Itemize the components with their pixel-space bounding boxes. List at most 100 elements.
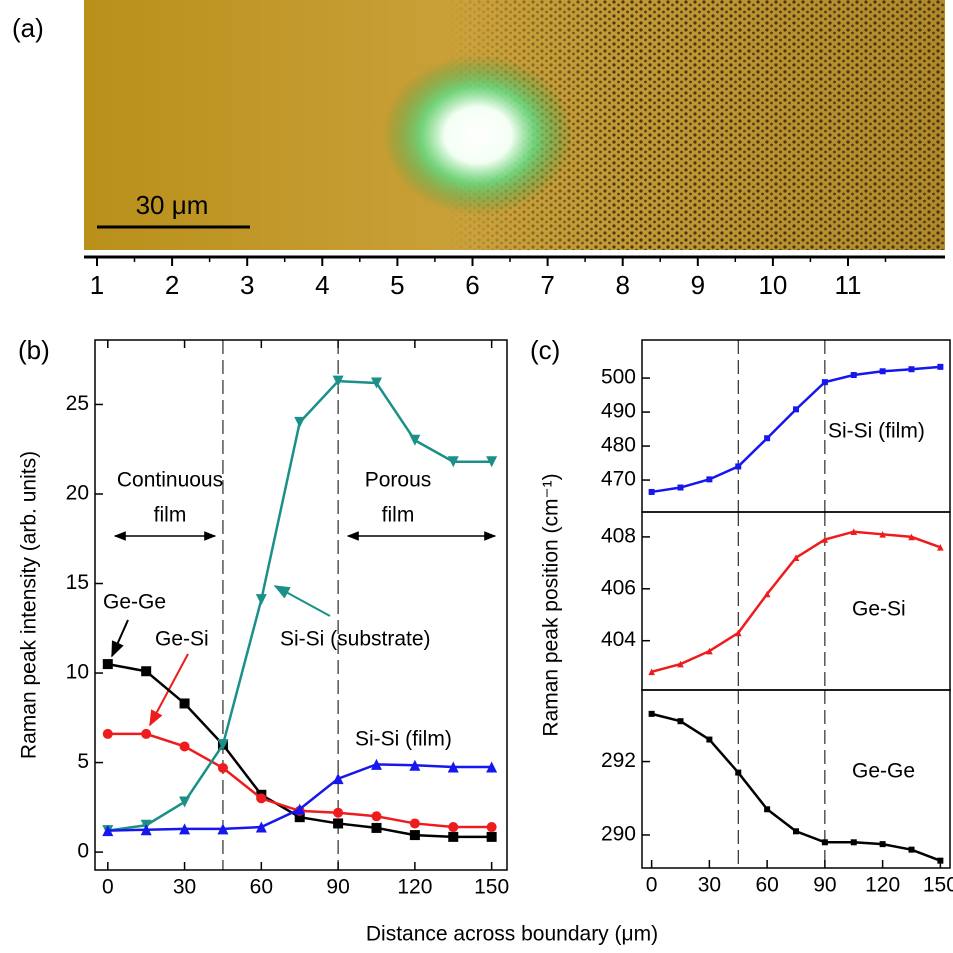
marker	[735, 463, 741, 469]
annotation: film	[382, 504, 415, 527]
marker	[706, 476, 712, 482]
x-tick-label: 60	[755, 874, 778, 897]
marker	[487, 822, 497, 832]
y-tick-label: 480	[601, 434, 636, 457]
annotation: Porous	[365, 469, 432, 492]
ruler-label: 4	[315, 270, 329, 300]
marker	[371, 811, 381, 821]
marker	[851, 372, 857, 378]
x-tick-label: 120	[865, 874, 900, 897]
x-tick-label: 30	[698, 874, 721, 897]
y-tick-label: 408	[601, 524, 636, 547]
series-label: Si-Si (film)	[355, 728, 452, 751]
x-tick-label: 150	[474, 876, 509, 899]
series-label: Si-Si (substrate)	[280, 628, 431, 651]
marker	[103, 659, 113, 669]
marker	[180, 741, 190, 751]
marker	[937, 364, 943, 370]
x-axis-label: Distance across boundary (μm)	[366, 923, 658, 946]
micrograph	[84, 0, 945, 250]
marker	[909, 847, 915, 853]
marker	[141, 666, 151, 676]
marker	[735, 770, 741, 776]
series-label: Ge-Si	[155, 628, 209, 651]
marker	[371, 823, 381, 833]
x-tick-label: 90	[813, 874, 836, 897]
marker	[180, 698, 190, 708]
x-tick-label: 60	[250, 876, 273, 899]
marker	[410, 818, 420, 828]
marker	[294, 417, 305, 428]
marker	[448, 832, 458, 842]
marker	[851, 839, 857, 845]
ruler-label: 1	[90, 270, 104, 300]
y-tick-label: 20	[66, 482, 89, 505]
y-tick-label: 0	[77, 840, 89, 863]
marker	[822, 379, 828, 385]
marker	[764, 435, 770, 441]
marker	[218, 763, 228, 773]
marker	[410, 830, 420, 840]
y-tick-label: 10	[66, 661, 89, 684]
ruler-label: 8	[615, 270, 629, 300]
x-tick-label: 120	[397, 876, 432, 899]
marker	[179, 796, 190, 807]
marker	[793, 828, 799, 834]
y-axis-label: Raman peak intensity (arb. units)	[18, 451, 41, 759]
scale-bar-label: 30 μm	[136, 190, 209, 220]
x-tick-label: 30	[173, 876, 196, 899]
marker	[678, 718, 684, 724]
x-tick-label: 90	[326, 876, 349, 899]
y-axis-label: Raman peak position (cm⁻¹)	[540, 473, 563, 736]
ruler-label: 11	[835, 270, 862, 300]
marker	[487, 832, 497, 842]
y-tick-label: 404	[601, 628, 636, 651]
y-tick-label: 25	[66, 392, 89, 415]
y-tick-label: 290	[601, 823, 636, 846]
x-tick-label: 0	[102, 876, 114, 899]
marker	[649, 489, 655, 495]
ruler-label: 10	[758, 270, 787, 300]
series-label: Ge-Ge	[103, 591, 166, 614]
figure: (a) (b) (c) 30 μm Distance across bounda…	[0, 0, 953, 953]
marker	[103, 729, 113, 739]
ruler-label: 6	[465, 270, 479, 300]
annotation: film	[154, 504, 187, 527]
series-label: Si-Si (film)	[828, 420, 925, 443]
series-line	[652, 714, 941, 861]
y-tick-label: 490	[601, 400, 636, 423]
y-tick-label: 5	[77, 750, 89, 773]
x-tick-label: 0	[646, 874, 658, 897]
marker	[822, 839, 828, 845]
marker	[256, 594, 267, 605]
marker	[909, 366, 915, 372]
annotation: Continuous	[117, 469, 223, 492]
panel-label: (c)	[530, 335, 560, 365]
marker	[793, 406, 799, 412]
marker	[448, 822, 458, 832]
ruler-label: 9	[691, 270, 705, 300]
x-tick-label: 150	[923, 874, 953, 897]
marker	[880, 841, 886, 847]
marker	[409, 435, 420, 446]
series-label: Ge-Ge	[852, 760, 915, 783]
y-tick-label: 15	[66, 571, 89, 594]
marker	[937, 858, 943, 864]
series-label: Ge-Si	[852, 598, 906, 621]
ruler-label: 7	[540, 270, 554, 300]
marker	[333, 818, 343, 828]
ruler-label: 2	[165, 270, 179, 300]
ruler-label: 3	[240, 270, 254, 300]
y-tick-label: 470	[601, 468, 636, 491]
marker	[678, 485, 684, 491]
marker	[880, 368, 886, 374]
y-tick-label: 500	[601, 366, 636, 389]
y-tick-label: 292	[601, 749, 636, 772]
marker	[333, 808, 343, 818]
panel-label: (a)	[12, 13, 44, 43]
panel-label: (b)	[18, 335, 50, 365]
marker	[649, 711, 655, 717]
marker	[706, 737, 712, 743]
y-tick-label: 406	[601, 576, 636, 599]
marker	[141, 729, 151, 739]
